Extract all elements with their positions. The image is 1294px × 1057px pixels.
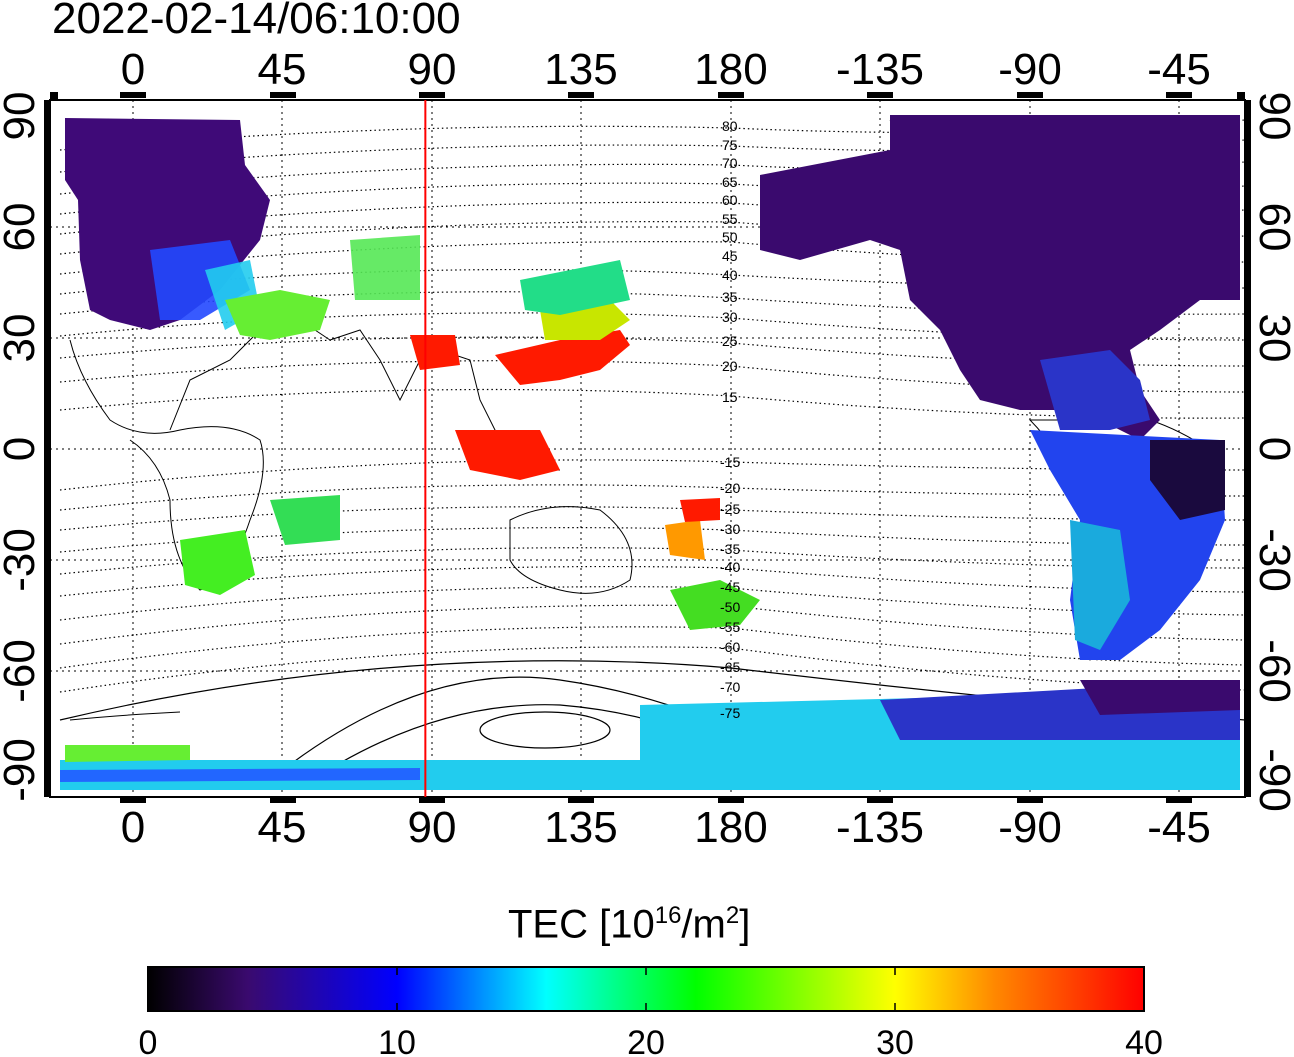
lon-label: 180	[694, 803, 767, 852]
colorbar-tick-label: 20	[627, 1024, 665, 1057]
colorbar-title: TEC [1016/m2]	[508, 902, 750, 947]
lon-label: 0	[121, 803, 145, 852]
lon-label: -90	[998, 45, 1062, 94]
lon-label: 135	[544, 45, 617, 94]
contour-label: 25	[722, 333, 738, 349]
lon-labels-bottom: 0 45 90 135 180 -135 -90 -45	[121, 803, 1211, 852]
lat-label: 60	[1250, 203, 1294, 252]
colorbar-tick-label: 30	[876, 1024, 914, 1057]
lat-label: -60	[0, 639, 44, 703]
colorbar-ticks	[396, 967, 896, 1011]
lat-label: 30	[0, 314, 44, 363]
lat-label: -30	[1250, 528, 1294, 592]
lon-labels-top: 0 45 90 135 180 -135 -90 -45	[121, 45, 1211, 94]
contour-label: 65	[722, 174, 738, 190]
lat-label: 90	[1250, 92, 1294, 141]
lat-label: 90	[0, 92, 44, 141]
contour-label: 70	[722, 155, 738, 171]
lon-label: 45	[258, 45, 307, 94]
colorbar-tick-label: 40	[1125, 1024, 1163, 1057]
tec-data-overlay	[60, 115, 1240, 790]
colorbar-labels: 0 10 20 30 40	[139, 1024, 1163, 1057]
colorbar-title-unit: /m	[681, 902, 726, 947]
contour-label: 15	[722, 389, 738, 405]
lon-label: -45	[1147, 803, 1211, 852]
lat-label: 0	[0, 437, 44, 461]
lat-label: -90	[1250, 748, 1294, 812]
contour-label: 30	[722, 309, 738, 325]
contour-labels: 80 75 70 65 60 55 50 45 40 35 30 25 20 1…	[720, 118, 740, 721]
lon-label: -135	[836, 45, 924, 94]
frame-tick-bars	[44, 92, 1251, 803]
contour-label: -25	[720, 501, 740, 517]
lat-label: -60	[1250, 639, 1294, 703]
lon-label: 45	[258, 803, 307, 852]
contour-label: 35	[722, 289, 738, 305]
colorbar-title-main: TEC [10	[508, 902, 655, 947]
contour-label: -50	[720, 599, 740, 615]
contour-label: 45	[722, 248, 738, 264]
contour-label: -35	[720, 541, 740, 557]
lat-label: -30	[0, 528, 44, 592]
contour-label: 20	[722, 358, 738, 374]
lon-label: -45	[1147, 45, 1211, 94]
colorbar-title-exp: 16	[654, 902, 682, 929]
contour-label: -65	[720, 659, 740, 675]
contour-label: 40	[722, 267, 738, 283]
contour-label: -75	[720, 705, 740, 721]
colorbar-tick-label: 10	[378, 1024, 416, 1057]
lat-label: 0	[1250, 437, 1294, 461]
lat-label: -90	[0, 738, 44, 802]
lat-label: 30	[1250, 314, 1294, 363]
contour-label: 60	[722, 192, 738, 208]
lon-label: 90	[408, 45, 457, 94]
contour-label: -60	[720, 639, 740, 655]
contour-label: -20	[720, 480, 740, 496]
lon-label: -135	[836, 803, 924, 852]
colorbar-title-exp2: 2	[725, 902, 740, 929]
contour-label: -55	[720, 619, 740, 635]
contour-label: 75	[722, 137, 738, 153]
lat-labels-right: 90 60 30 0 -30 -60 -90	[1250, 92, 1294, 812]
contour-label: -45	[720, 579, 740, 595]
lon-label: 0	[121, 45, 145, 94]
lat-labels-left: 90 60 30 0 -30 -60 -90	[0, 92, 44, 802]
lon-label: 180	[694, 45, 767, 94]
lon-label: 135	[544, 803, 617, 852]
contour-label: -70	[720, 679, 740, 695]
timestamp-title: 2022-02-14/06:10:00	[52, 0, 461, 43]
lat-label: 60	[0, 203, 44, 252]
contour-label: 50	[722, 229, 738, 245]
contour-label: -40	[720, 559, 740, 575]
contour-label: 55	[722, 211, 738, 227]
lon-label: 90	[408, 803, 457, 852]
contour-label: 80	[722, 118, 738, 134]
colorbar-title-end: ]	[739, 902, 751, 947]
colorbar-tick-label: 0	[139, 1024, 158, 1057]
contour-label: -30	[720, 521, 740, 537]
lon-label: -90	[998, 803, 1062, 852]
contour-label: -15	[720, 454, 740, 470]
